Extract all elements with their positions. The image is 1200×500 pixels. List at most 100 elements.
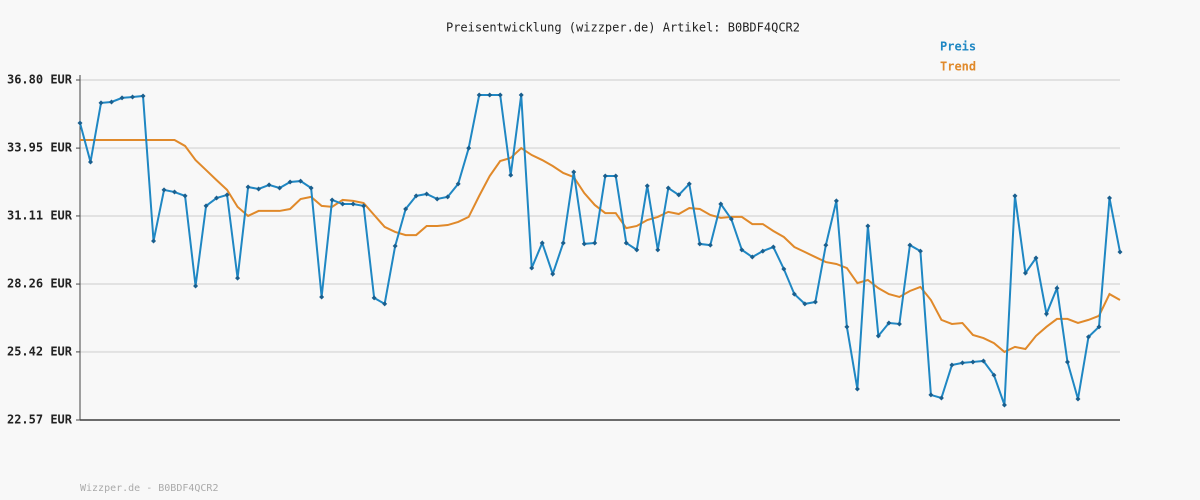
footer: Wizzper.de - B0BDF4QCR2 <box>80 483 218 494</box>
data-point <box>602 173 608 179</box>
data-point <box>140 93 146 99</box>
data-point <box>371 295 377 301</box>
data-point <box>245 184 251 190</box>
data-point <box>1022 270 1028 276</box>
data-point <box>266 182 272 188</box>
data-point <box>634 247 640 253</box>
data-point <box>1033 255 1039 261</box>
data-point <box>497 92 503 98</box>
data-point <box>518 92 524 98</box>
data-point <box>781 266 787 272</box>
data-point <box>581 241 587 247</box>
data-point <box>823 242 829 248</box>
data-point <box>1075 396 1081 402</box>
data-point <box>308 185 314 191</box>
data-point <box>949 362 955 368</box>
data-point <box>980 358 986 364</box>
data-point <box>214 195 220 201</box>
data-point <box>970 359 976 365</box>
data-point <box>151 238 157 244</box>
data-point <box>256 186 262 192</box>
data-point <box>644 183 650 189</box>
data-point <box>854 386 860 392</box>
data-point <box>917 248 923 254</box>
data-point <box>760 248 766 254</box>
data-point <box>791 291 797 297</box>
data-point <box>697 241 703 247</box>
data-point <box>508 172 514 178</box>
data-point <box>991 372 997 378</box>
data-point <box>812 299 818 305</box>
data-point <box>193 283 199 289</box>
data-point <box>739 247 745 253</box>
data-point <box>770 244 776 250</box>
data-point <box>392 243 398 249</box>
data-point <box>907 242 913 248</box>
data-point <box>928 392 934 398</box>
data-point <box>487 92 493 98</box>
data-point <box>676 192 682 198</box>
data-point <box>235 275 241 281</box>
data-point <box>833 198 839 204</box>
y-tick-label: 22.57 EUR <box>7 413 73 427</box>
data-point <box>277 185 283 191</box>
data-point <box>182 193 188 199</box>
data-point <box>119 95 125 101</box>
data-point <box>613 173 619 179</box>
data-point <box>1064 359 1070 365</box>
data-point <box>1054 285 1060 291</box>
data-point <box>172 189 178 195</box>
data-point <box>749 254 755 260</box>
data-point <box>88 159 94 165</box>
data-point <box>1096 324 1102 330</box>
data-point <box>350 201 356 207</box>
data-point <box>413 193 419 199</box>
data-point <box>77 120 83 126</box>
data-point <box>466 145 472 151</box>
data-point <box>98 100 104 106</box>
data-point <box>623 240 629 246</box>
y-tick-label: 33.95 EUR <box>7 141 73 155</box>
data-point <box>844 324 850 330</box>
data-point <box>340 201 346 207</box>
y-tick-label: 31.11 EUR <box>7 208 73 222</box>
data-point <box>707 242 713 248</box>
data-point <box>109 99 115 105</box>
data-point <box>959 360 965 366</box>
data-point <box>403 206 409 212</box>
data-point <box>224 192 230 198</box>
data-point <box>539 240 545 246</box>
data-point <box>476 92 482 98</box>
data-point <box>571 169 577 175</box>
y-tick-label: 28.26 EUR <box>7 277 73 291</box>
y-tick-label: 36.80 EUR <box>7 73 73 87</box>
data-point <box>896 321 902 327</box>
data-point <box>865 223 871 229</box>
data-point <box>560 240 566 246</box>
data-point <box>1012 193 1018 199</box>
data-point <box>655 247 661 253</box>
data-point <box>329 197 335 203</box>
chart-title: Preisentwicklung (wizzper.de) Artikel: B… <box>446 21 800 35</box>
data-point <box>592 240 598 246</box>
data-point <box>455 181 461 187</box>
legend-label: Preis <box>940 40 976 54</box>
data-point <box>130 94 136 100</box>
data-point <box>550 271 556 277</box>
data-point <box>875 333 881 339</box>
series-line <box>79 94 1121 406</box>
data-point <box>1117 249 1123 255</box>
data-point <box>434 196 440 202</box>
legend-label: Trend <box>940 60 976 74</box>
data-point <box>686 181 692 187</box>
data-point <box>1043 311 1049 317</box>
data-point <box>287 179 293 185</box>
data-point <box>718 201 724 207</box>
data-point <box>1001 402 1007 408</box>
data-point <box>203 203 209 209</box>
data-point <box>886 320 892 326</box>
data-point <box>728 216 734 222</box>
data-point <box>665 185 671 191</box>
data-point <box>319 294 325 300</box>
